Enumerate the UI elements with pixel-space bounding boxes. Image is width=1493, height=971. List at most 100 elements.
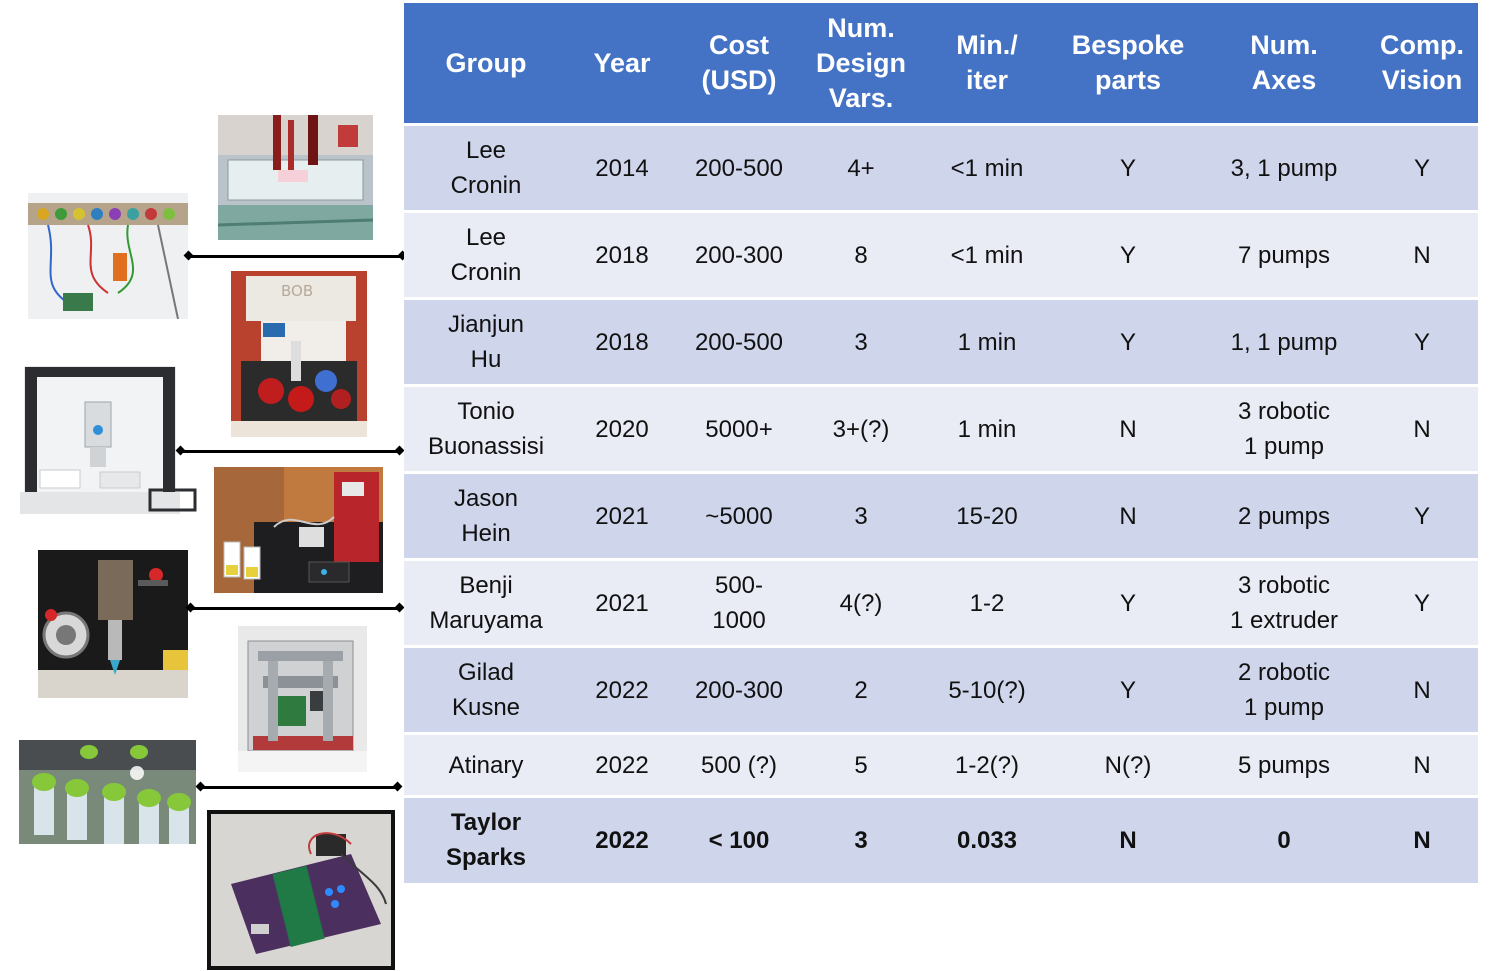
cell-min-iter: <1 min — [920, 210, 1054, 299]
cell-group: Lee Cronin — [404, 123, 568, 212]
cell-comp-vision: N — [1366, 645, 1478, 734]
cell-num-design-vars: 4(?) — [802, 558, 920, 647]
cell-year: 2018 — [568, 210, 676, 299]
cell-comp-vision: N — [1366, 732, 1478, 797]
cell-bespoke-parts: Y — [1054, 297, 1202, 386]
cell-num-axes: 1, 1 pump — [1202, 297, 1366, 386]
cell-num-design-vars: 3 — [802, 471, 920, 560]
photo-bob-robot: BOB — [231, 271, 367, 437]
header-cost: Cost (USD) — [676, 3, 802, 125]
cell-bespoke-parts: Y — [1054, 558, 1202, 647]
cell-group: Taylor Sparks — [404, 795, 568, 883]
cell-num-design-vars: 3+(?) — [802, 384, 920, 473]
cell-cost: 200-300 — [676, 210, 802, 299]
cell-comp-vision: N — [1366, 795, 1478, 883]
cell-min-iter: 1-2(?) — [920, 732, 1054, 797]
cell-year: 2021 — [568, 558, 676, 647]
connector-line — [190, 607, 400, 610]
cell-cost: 200-500 — [676, 297, 802, 386]
table-row: Taylor Sparks 2022 < 100 3 0.033 N 0 N — [404, 795, 1478, 883]
photo-green-bottles — [19, 740, 196, 844]
cell-comp-vision: Y — [1366, 558, 1478, 647]
cell-group: Jason Hein — [404, 471, 568, 560]
cell-year: 2022 — [568, 645, 676, 734]
photo-liquid-handler — [20, 362, 200, 527]
cell-num-axes: 5 pumps — [1202, 732, 1366, 797]
header-num-axes: Num. Axes — [1202, 3, 1366, 125]
cell-cost: 500- 1000 — [676, 558, 802, 647]
cell-bespoke-parts: N — [1054, 795, 1202, 883]
cell-comp-vision: Y — [1366, 297, 1478, 386]
cell-bespoke-parts: Y — [1054, 645, 1202, 734]
header-comp-vision: Comp. Vision — [1366, 3, 1478, 125]
table-row: Jianjun Hu 2018 200-500 3 1 min Y 1, 1 pump Y — [404, 297, 1478, 386]
cell-bespoke-parts: N — [1054, 471, 1202, 560]
comparison-table: Group Year Cost (USD) Num. Design Vars. Min… — [404, 3, 1478, 883]
cell-num-design-vars: 3 — [802, 297, 920, 386]
cell-bespoke-parts: Y — [1054, 123, 1202, 212]
cell-comp-vision: Y — [1366, 471, 1478, 560]
table-header-row: Group Year Cost (USD) Num. Design Vars. Min… — [404, 3, 1478, 125]
cell-num-axes: 7 pumps — [1202, 210, 1366, 299]
cell-num-axes: 3 robotic 1 extruder — [1202, 558, 1366, 647]
table-row: Tonio Buonassisi 2020 5000+ 3+(?) 1 min N 3 rob… — [404, 384, 1478, 473]
cell-year: 2021 — [568, 471, 676, 560]
cell-group: Lee Cronin — [404, 210, 568, 299]
cell-num-axes: 3 robotic 1 pump — [1202, 384, 1366, 473]
cell-comp-vision: N — [1366, 384, 1478, 473]
cell-year: 2022 — [568, 732, 676, 797]
photo-bottle-bench — [214, 467, 383, 593]
header-year: Year — [568, 3, 676, 125]
connector-line — [200, 786, 398, 789]
header-num-design-vars: Num. Design Vars. — [802, 3, 920, 125]
cell-bespoke-parts: Y — [1054, 210, 1202, 299]
cell-num-axes: 0 — [1202, 795, 1366, 883]
cell-min-iter: <1 min — [920, 123, 1054, 212]
cell-year: 2018 — [568, 297, 676, 386]
table-row: Gilad Kusne 2022 200-300 2 5-10(?) Y 2 robotic 1… — [404, 645, 1478, 734]
bob-label: BOB — [281, 282, 313, 300]
cell-group: Benji Maruyama — [404, 558, 568, 647]
table-row: Atinary 2022 500 (?) 5 1-2(?) N(?) 5 pumps N — [404, 732, 1478, 797]
cell-comp-vision: N — [1366, 210, 1478, 299]
cell-num-design-vars: 2 — [802, 645, 920, 734]
cell-num-axes: 3, 1 pump — [1202, 123, 1366, 212]
cell-min-iter: 1 min — [920, 384, 1054, 473]
cell-group: Atinary — [404, 732, 568, 797]
cell-cost: < 100 — [676, 795, 802, 883]
table-row: Jason Hein 2021 ~5000 3 15-20 N 2 pumps Y — [404, 471, 1478, 560]
photo-flow-cell — [218, 115, 373, 240]
header-min-iter: Min./iter — [920, 3, 1054, 125]
header-group: Group — [404, 3, 568, 125]
cell-num-design-vars: 5 — [802, 732, 920, 797]
cell-min-iter: 5-10(?) — [920, 645, 1054, 734]
cell-num-axes: 2 robotic 1 pump — [1202, 645, 1366, 734]
cell-num-axes: 2 pumps — [1202, 471, 1366, 560]
cell-year: 2022 — [568, 795, 676, 883]
photo-microcontroller — [207, 810, 395, 970]
connector-line — [180, 450, 400, 453]
connector-line — [188, 255, 403, 258]
cell-bespoke-parts: N(?) — [1054, 732, 1202, 797]
cell-comp-vision: Y — [1366, 123, 1478, 212]
cell-year: 2020 — [568, 384, 676, 473]
photo-vial-rack — [28, 193, 188, 319]
cell-bespoke-parts: N — [1054, 384, 1202, 473]
table-row: Lee Cronin 2014 200-500 4+ <1 min Y 3, 1 pump Y — [404, 123, 1478, 212]
cell-cost: 200-500 — [676, 123, 802, 212]
table-row: Lee Cronin 2018 200-300 8 <1 min Y 7 pumps N — [404, 210, 1478, 299]
cell-min-iter: 15-20 — [920, 471, 1054, 560]
cell-num-design-vars: 4+ — [802, 123, 920, 212]
cell-cost: 500 (?) — [676, 732, 802, 797]
photo-extruder-head — [38, 550, 188, 698]
cell-min-iter: 1-2 — [920, 558, 1054, 647]
cell-num-design-vars: 8 — [802, 210, 920, 299]
cell-group: Tonio Buonassisi — [404, 384, 568, 473]
cell-year: 2014 — [568, 123, 676, 212]
cell-cost: 5000+ — [676, 384, 802, 473]
cell-cost: 200-300 — [676, 645, 802, 734]
cell-group: Gilad Kusne — [404, 645, 568, 734]
cell-min-iter: 0.033 — [920, 795, 1054, 883]
table-row: Benji Maruyama 2021 500- 1000 4(?) 1-2 Y 3 robot… — [404, 558, 1478, 647]
header-bespoke-parts: Bespoke parts — [1054, 3, 1202, 125]
